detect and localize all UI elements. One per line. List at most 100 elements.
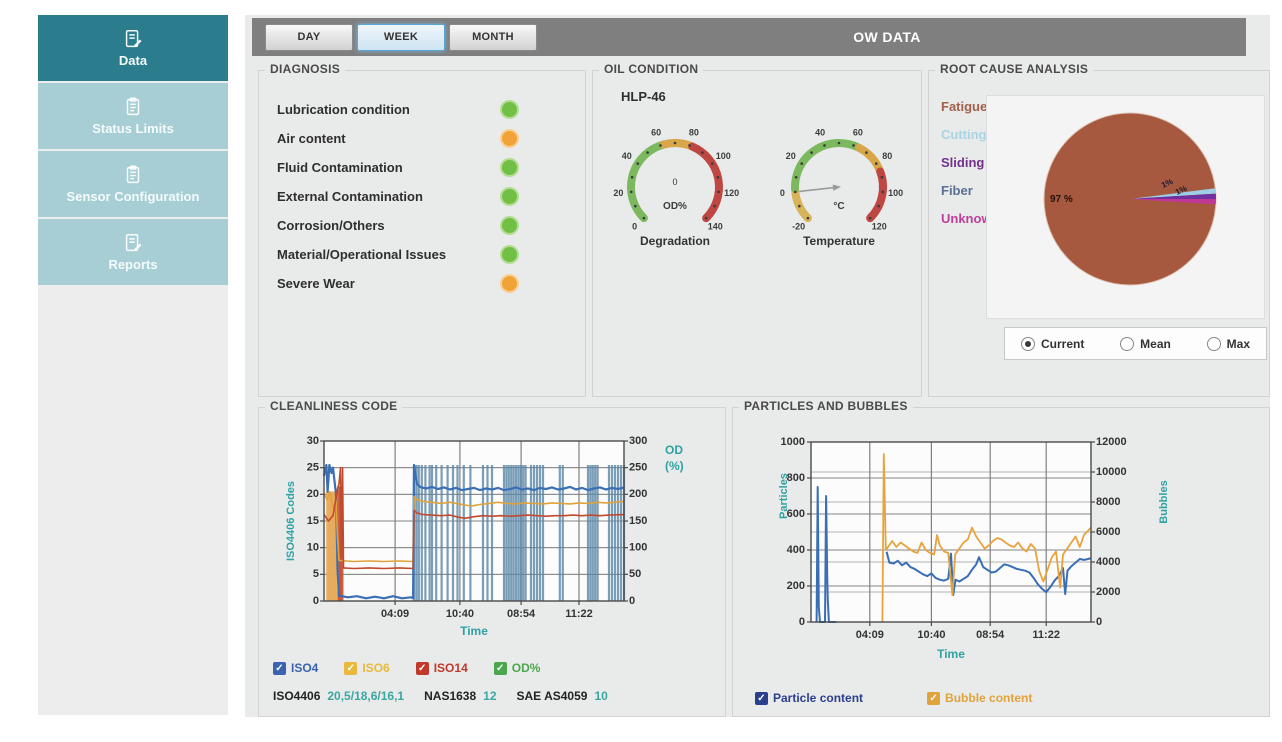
particles-legend: ✓ Particle content ✓ Bubble content	[755, 691, 1032, 705]
checkbox-label: ISO4	[291, 661, 319, 675]
diagnosis-panel: DIAGNOSIS Lubrication condition Air conte…	[258, 62, 586, 397]
status-dot	[500, 158, 519, 177]
radio-icon[interactable]	[1120, 336, 1135, 351]
svg-text:100: 100	[888, 188, 903, 198]
diagnosis-row: Corrosion/Others	[277, 211, 571, 240]
svg-text:0: 0	[780, 188, 785, 198]
legend-item-fiber: Fiber	[941, 183, 973, 198]
status-dot	[500, 187, 519, 206]
reports-icon	[122, 232, 144, 254]
svg-text:30: 30	[307, 435, 319, 447]
svg-text:40: 40	[622, 151, 632, 161]
status-dot	[500, 245, 519, 264]
radio-icon[interactable]	[1021, 336, 1035, 351]
svg-text:Bubbles: Bubbles	[1158, 480, 1170, 523]
sidebar-item-label: Status Limits	[92, 121, 174, 136]
checkbox-bubble-content[interactable]: ✓ Bubble content	[927, 691, 1032, 705]
svg-text:08:54: 08:54	[507, 608, 536, 620]
view-option-group: Current Mean Max	[1004, 327, 1267, 360]
svg-text:6000: 6000	[1096, 526, 1120, 538]
svg-text:100: 100	[716, 151, 731, 161]
oil-condition-panel-title: OIL CONDITION	[599, 62, 704, 76]
svg-text:08:54: 08:54	[976, 629, 1005, 641]
checkbox-icon[interactable]: ✓	[344, 661, 358, 675]
diagnosis-list: Lubrication condition Air content Fluid Co…	[277, 95, 571, 298]
view-option-mean[interactable]: Mean	[1120, 336, 1171, 351]
checkbox-icon[interactable]: ✓	[415, 661, 429, 675]
svg-text:150: 150	[629, 515, 647, 527]
diagnosis-row: Lubrication condition	[277, 95, 571, 124]
diagnosis-row: Fluid Contamination	[277, 153, 571, 182]
svg-text:800: 800	[787, 472, 805, 484]
checkbox-iso6[interactable]: ✓ ISO6	[344, 661, 390, 675]
svg-text:10: 10	[307, 542, 319, 554]
svg-text:OD%: OD%	[663, 201, 687, 212]
radio-label: Max	[1226, 336, 1250, 351]
diagnosis-row: External Contamination	[277, 182, 571, 211]
root-cause-panel: ROOT CAUSE ANALYSIS Fatigue Cutting Slidin…	[928, 62, 1270, 397]
diagnosis-item-label: Material/Operational Issues	[277, 247, 447, 262]
root-cause-pie-chart: 97 % 1%1%	[1043, 112, 1217, 286]
svg-text:20: 20	[307, 488, 319, 500]
checkbox-label: ISO6	[362, 661, 390, 675]
svg-text:(%): (%)	[665, 459, 684, 473]
oil-condition-panel: OIL CONDITION HLP-46 0 20 40 60 80 100 120 140 0…	[592, 62, 922, 397]
cleanliness-codes-row: ISO4406 20,5/18,6/16,1 NAS1638 12 SAE AS4059…	[273, 689, 628, 703]
checkbox-od-[interactable]: ✓ OD%	[493, 661, 540, 675]
legend-item-unknown: Unknown	[941, 211, 1000, 226]
sidebar-item-sensor-configuration[interactable]: Sensor Configuration	[38, 151, 228, 217]
checkbox-particle-content[interactable]: ✓ Particle content	[755, 691, 863, 705]
code-standard-name: NAS1638	[424, 689, 477, 703]
sidebar-item-reports[interactable]: Reports	[38, 219, 228, 285]
diagnosis-row: Severe Wear	[277, 269, 571, 298]
checkbox-icon[interactable]: ✓	[927, 691, 941, 705]
svg-text:1000: 1000	[781, 436, 805, 448]
checkbox-iso4[interactable]: ✓ ISO4	[273, 661, 318, 675]
view-option-current[interactable]: Current	[1021, 336, 1085, 351]
diagnosis-item-label: External Contamination	[277, 189, 423, 204]
legend-item-fatigue: Fatigue	[941, 99, 988, 114]
svg-text:60: 60	[853, 128, 863, 138]
svg-text:200: 200	[787, 580, 805, 592]
page-title: OW DATA	[853, 29, 921, 45]
svg-text:OD: OD	[665, 443, 683, 457]
diagnosis-item-label: Corrosion/Others	[277, 218, 385, 233]
range-button-week[interactable]: WEEK	[357, 23, 445, 51]
svg-text:97 %: 97 %	[1050, 194, 1073, 205]
status-dot	[500, 274, 519, 293]
svg-text:4000: 4000	[1096, 556, 1120, 568]
svg-text:-20: -20	[792, 222, 805, 232]
range-button-day[interactable]: DAY	[265, 23, 353, 51]
gauges: 0 20 40 60 80 100 120 140 0 OD% Degradation -20 0 2…	[595, 123, 919, 248]
sidebar-item-status-limits[interactable]: Status Limits	[38, 83, 228, 149]
pie-chart-box: 97 % 1% 1%	[986, 95, 1265, 319]
root-cause-panel-title: ROOT CAUSE ANALYSIS	[935, 62, 1094, 76]
svg-text:04:09: 04:09	[856, 629, 884, 641]
status-dot	[500, 129, 519, 148]
radio-icon[interactable]	[1206, 336, 1221, 351]
svg-text:20: 20	[786, 151, 796, 161]
svg-text:120: 120	[724, 188, 739, 198]
checkbox-icon[interactable]: ✓	[493, 661, 507, 675]
diagnosis-item-label: Fluid Contamination	[277, 160, 403, 175]
svg-text:40: 40	[815, 128, 825, 138]
checkbox-iso14[interactable]: ✓ ISO14	[415, 661, 468, 675]
view-option-max[interactable]: Max	[1206, 336, 1250, 351]
range-button-month[interactable]: MONTH	[449, 23, 537, 51]
pie-legend: Fatigue Cutting Sliding Fiber Unknown	[941, 99, 1000, 239]
code-standard-name: ISO4406	[273, 689, 321, 703]
sensor-configuration-icon	[122, 164, 144, 186]
checkbox-icon[interactable]: ✓	[273, 661, 286, 675]
sidebar-item-label: Sensor Configuration	[66, 189, 200, 204]
svg-text:8000: 8000	[1096, 496, 1120, 508]
svg-text:80: 80	[882, 151, 892, 161]
svg-text:2000: 2000	[1096, 586, 1120, 598]
degradation-gauge: 0 20 40 60 80 100 120 140 0 OD% Degradation	[595, 123, 755, 248]
checkbox-label: ISO14	[433, 661, 468, 675]
radio-label: Current	[1041, 336, 1085, 351]
checkbox-icon[interactable]: ✓	[755, 691, 768, 705]
sidebar-item-data[interactable]: Data	[38, 15, 228, 81]
code-standard-value: 20,5/18,6/16,1	[327, 689, 405, 703]
svg-text:10:40: 10:40	[446, 608, 474, 620]
temperature-gauge: -20 0 20 40 60 80 100 120 °C Temperature	[759, 123, 919, 248]
